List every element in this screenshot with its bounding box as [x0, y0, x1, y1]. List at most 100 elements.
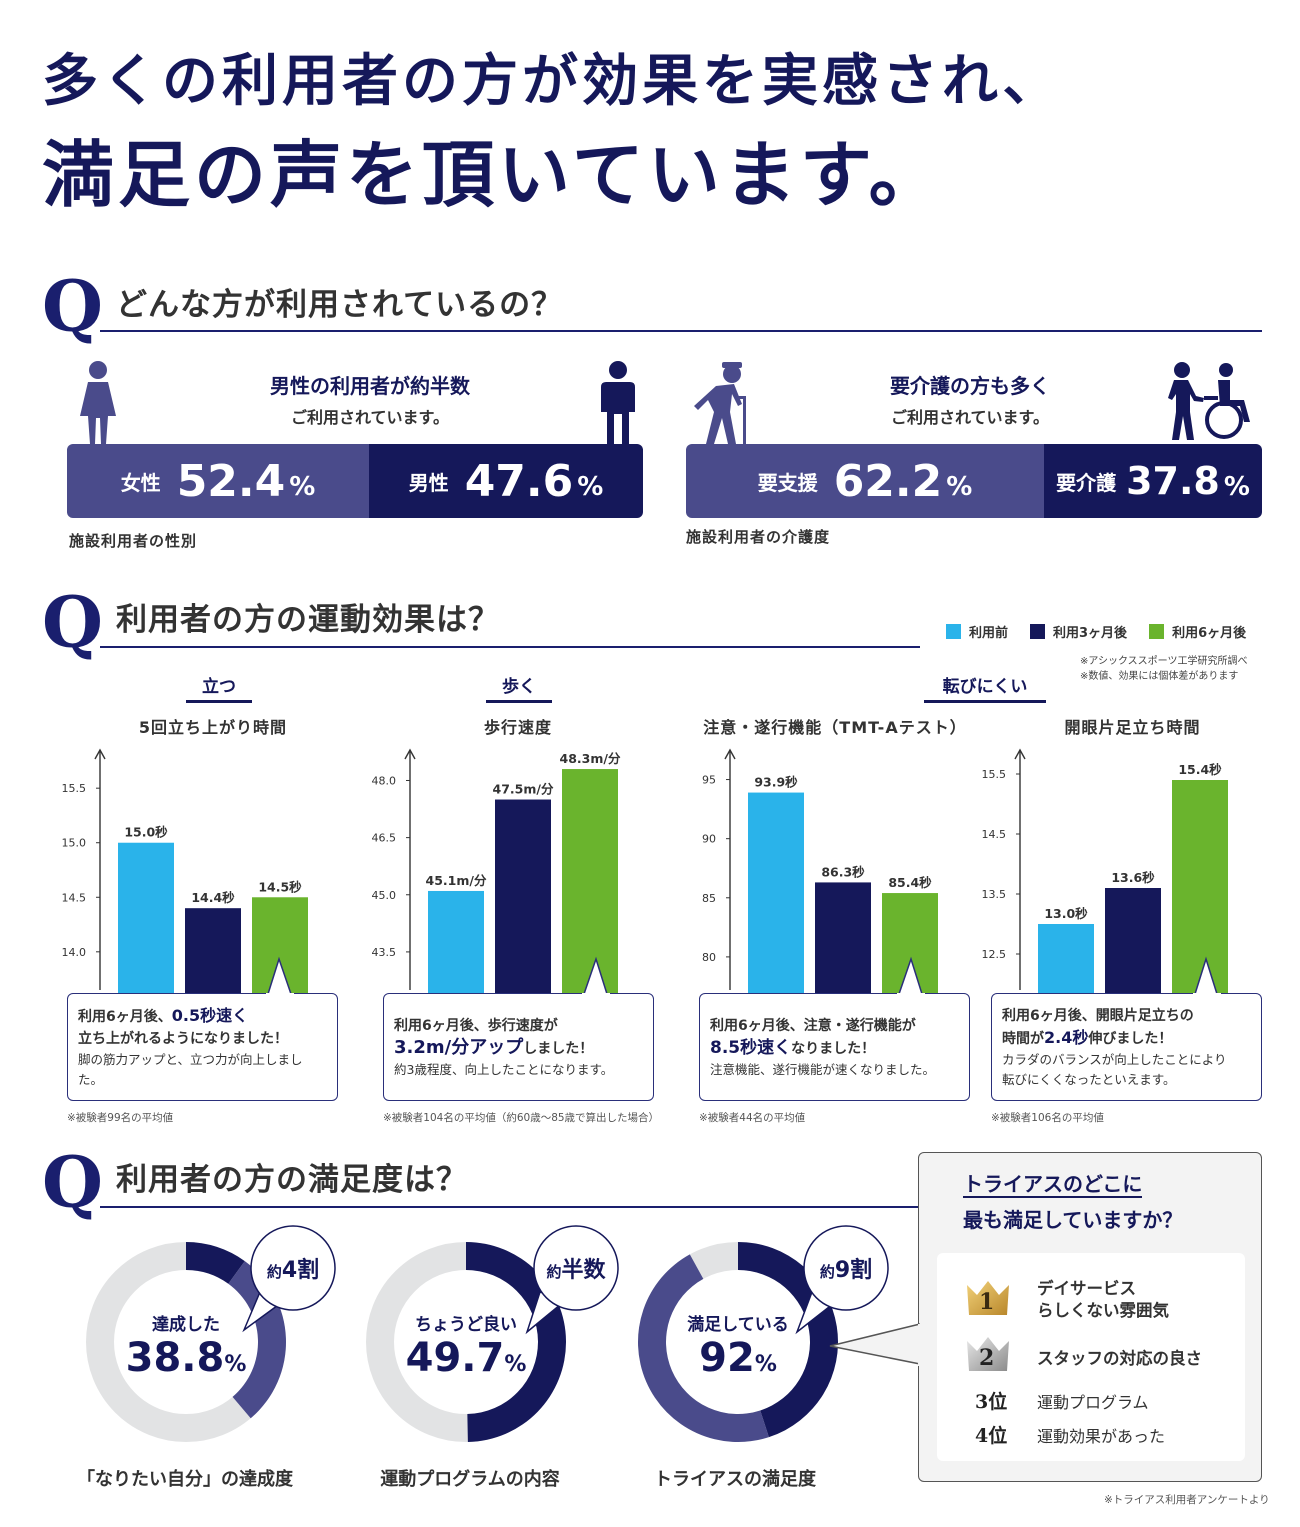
callout-1-highlight: 0.5秒速く [171, 1005, 249, 1025]
male-value: 47.6 [464, 455, 574, 507]
donut-2-title: 運動プログラムの内容 [380, 1469, 560, 1490]
gender-caption: 施設利用者の性別 [69, 532, 198, 550]
bubble-2-strong: 半数 [561, 1258, 606, 1283]
donut-2-label: ちょうど良い [415, 1315, 517, 1335]
donut-bubbles [242, 1225, 889, 1335]
female-value: 52.4 [176, 455, 286, 507]
chart-tmt: 80 85 90 95 93.9秒 86.3秒 85.4秒 [702, 748, 938, 996]
bubble-3-pre: 約 [819, 1263, 835, 1281]
y-axis-arrow [1014, 748, 1026, 760]
rank-2-crown-icon [965, 1333, 1011, 1377]
chart-walk-speed: 43.5 45.0 46.5 48.0 45.1m/分 47.5m/分 48.3m/分 [372, 748, 621, 996]
y-tick-label: 14.5 [982, 828, 1007, 841]
y-tick-label: 90 [702, 833, 716, 846]
survey-footnote: ※トライアス利用者アンケートより [1104, 1494, 1270, 1506]
callout-3-line1: 利用6ヶ月後、注意・遂行機能が [710, 1017, 916, 1034]
callout-4-post: 伸びました！ [1088, 1030, 1173, 1047]
y-tick-label: 12.5 [982, 948, 1007, 961]
legend-3m: 利用3ヶ月後 [1053, 626, 1128, 641]
legend-swatch-before [946, 624, 961, 639]
q1-title: どんな方が利用されているの？ [116, 287, 564, 323]
bar-value-label: 14.5秒 [258, 879, 302, 894]
legend-before: 利用前 [969, 626, 1009, 641]
donut-2-unit: % [504, 1352, 527, 1377]
callout-3-line3: 注意機能、遂行機能が速くなりました。 [710, 1061, 936, 1077]
bar [118, 842, 174, 996]
footnote-3: ※被験者44名の平均値 [699, 1112, 806, 1124]
bar [1105, 888, 1161, 996]
callout-walk: 利用6ヶ月後、歩行速度が 3.2m/分アップしました！ 約3歳程度、向上したこと… [383, 993, 654, 1101]
callout-2-line1: 利用6ヶ月後、歩行速度が [394, 1017, 558, 1034]
callout-1-line3: 脚の筋力アップと、立つ力が向上しました。 [78, 1051, 303, 1087]
y-tick-label: 48.0 [372, 774, 397, 787]
rank-2-number: 2 [979, 1345, 995, 1371]
q1-rule [100, 330, 1262, 332]
donut-2-value: 49.7 [405, 1335, 505, 1381]
bubble-3: 約9割 [804, 1252, 888, 1284]
headline-line-1: 多くの利用者の方が効果を実感され、 [42, 48, 1063, 114]
bubble-1: 約4割 [251, 1252, 335, 1284]
callout-pointers [266, 956, 1221, 997]
y-tick-label: 14.5 [62, 891, 87, 904]
bar [428, 890, 484, 996]
bar [562, 769, 618, 996]
q2-rule [100, 646, 920, 648]
q3-rule [100, 1206, 920, 1208]
rank-3-number: 3位 [975, 1391, 1008, 1413]
bar-value-label: 45.1m/分 [426, 873, 487, 888]
ranking-list: 1 デイサービス らしくない雰囲気 2 スタッフの対応の良さ 3位 運動プログラ… [937, 1253, 1245, 1461]
legend: 利用前 利用3ヶ月後 利用6ヶ月後 [924, 622, 1246, 641]
callout-1-pre: 利用6ヶ月後、 [78, 1008, 172, 1025]
bar-value-label: 85.4秒 [888, 875, 932, 890]
y-axis-arrow [94, 748, 106, 760]
q3-title: 利用者の方の満足度は？ [116, 1162, 468, 1198]
callout-balance: 利用6ヶ月後、開眼片足立ちの 時間が2.4秒伸びました！ カラダのバランスが向上… [991, 993, 1262, 1101]
callout-4-pre2: 時間が [1002, 1030, 1044, 1047]
care-head: 要介護の方も多く [890, 374, 1050, 398]
footnote-1: ※被験者99名の平均値 [67, 1112, 174, 1124]
callout-3-post: なりました！ [791, 1040, 876, 1057]
rank-1-line1: デイサービス [1037, 1279, 1136, 1298]
rank-3-line1: 運動プログラム [1037, 1393, 1149, 1412]
elderly-cane-icon [694, 360, 758, 448]
donut-1-value: 38.8 [125, 1335, 225, 1381]
bar-value-label: 93.9秒 [754, 775, 798, 790]
bar [185, 908, 241, 996]
gender-sub: ご利用されています。 [291, 408, 449, 427]
donut-3-center: 満足している 92% [648, 1310, 828, 1381]
chart-3-title: 注意・遂行機能（TMT-Aテスト） [703, 718, 967, 737]
donut-1-label: 達成した [152, 1315, 220, 1335]
q3-mark: Q [42, 1141, 103, 1224]
rank-4-line1: 運動効果があった [1037, 1427, 1166, 1446]
q1-mark: Q [42, 265, 103, 348]
bubble-2-pre: 約 [546, 1263, 562, 1281]
donut-3-label: 満足している [687, 1315, 789, 1335]
care-segment: 要介護 37.8 % [1044, 444, 1262, 518]
rank-2-line1: スタッフの対応の良さ [1037, 1349, 1202, 1368]
donut-2-center: ちょうど良い 49.7% [376, 1310, 556, 1381]
rank-1-crown-icon [965, 1277, 1011, 1321]
gender-head: 男性の利用者が約半数 [270, 374, 470, 398]
rank-4-number: 4位 [975, 1425, 1008, 1447]
callout-stand: 利用6ヶ月後、0.5秒速く 立ち上がれるようになりました！ 脚の筋力アップと、立… [67, 993, 338, 1101]
variance-note: ※数値、効果には個体差があります [1080, 671, 1239, 682]
bar-value-label: 14.4秒 [191, 890, 235, 905]
callout-tmt: 利用6ヶ月後、注意・遂行機能が 8.5秒速くなりました！ 注意機能、遂行機能が速… [699, 993, 970, 1101]
support-value: 62.2 [833, 455, 943, 507]
ranking-box: トライアスのどこに 最も満足していますか？ 1 デイサービス らしくない雰囲気 … [918, 1152, 1262, 1482]
bar-value-label: 13.6秒 [1111, 870, 1155, 885]
bar-value-label: 48.3m/分 [560, 751, 621, 766]
y-tick-label: 13.5 [982, 888, 1007, 901]
male-label: 男性 [408, 470, 449, 495]
bubble-3-strong: 9割 [834, 1258, 873, 1283]
ranking-question-1: トライアスのどこに [963, 1172, 1143, 1198]
bar [815, 882, 871, 996]
legend-swatch-3m [1030, 624, 1046, 639]
footnote-4: ※被験者106名の平均値 [991, 1112, 1104, 1124]
y-tick-label: 80 [702, 951, 716, 964]
caregiver-wheelchair-icon [1168, 360, 1254, 444]
y-tick-label: 46.5 [372, 832, 397, 845]
donut-3-title: トライアスの満足度 [654, 1469, 816, 1490]
bar [1038, 924, 1094, 996]
bar-value-label: 15.0秒 [124, 825, 168, 840]
